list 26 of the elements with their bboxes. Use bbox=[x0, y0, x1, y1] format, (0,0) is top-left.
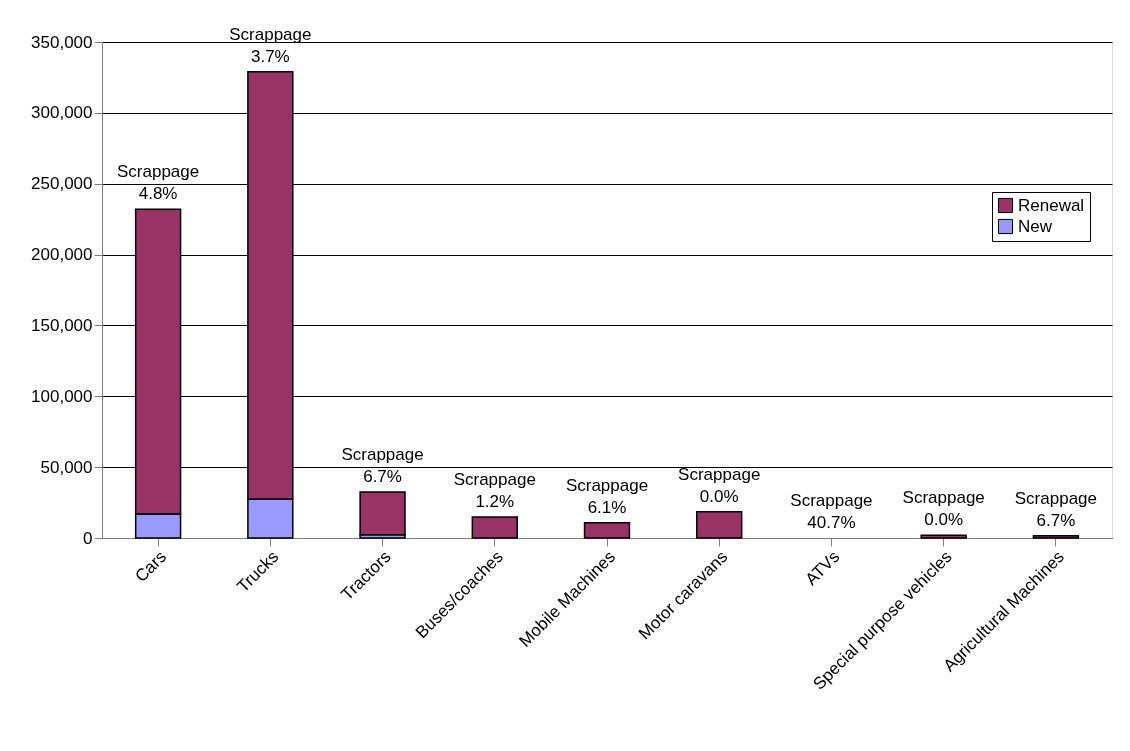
y-tick-label: 50,000 bbox=[40, 457, 93, 477]
x-tick-label: Cars bbox=[131, 547, 171, 586]
bar bbox=[359, 491, 406, 536]
bar bbox=[920, 534, 967, 539]
text: Scrappage 0.0% bbox=[902, 488, 985, 530]
bar bbox=[696, 511, 743, 539]
y-tick-label: 250,000 bbox=[31, 174, 93, 194]
y-tick-label: 150,000 bbox=[31, 315, 93, 335]
text: Scrappage 6.7% bbox=[1014, 488, 1098, 530]
legend-label: New bbox=[1018, 216, 1053, 236]
bar bbox=[1032, 535, 1080, 539]
y-tick-label: 350,000 bbox=[31, 32, 93, 52]
text: Scrappage 0.0% bbox=[678, 464, 761, 506]
text: Scrappage 3.7% bbox=[229, 24, 312, 66]
legend-label: Renewal bbox=[1018, 195, 1085, 215]
text: Scrappage 4.8% bbox=[116, 162, 200, 204]
y-tick-label: 100,000 bbox=[31, 386, 93, 406]
bar bbox=[583, 522, 631, 539]
bar bbox=[471, 516, 518, 539]
text: Scrappage 6.7% bbox=[341, 444, 424, 486]
y-tick-label: 300,000 bbox=[31, 103, 93, 123]
text: Scrappage 1.2% bbox=[453, 470, 536, 512]
text: Scrappage 40.7% bbox=[790, 491, 873, 532]
y-tick-label: 0 bbox=[83, 528, 93, 548]
text: Scrappage 6.1% bbox=[565, 475, 649, 517]
y-tick-label: 200,000 bbox=[31, 245, 93, 265]
